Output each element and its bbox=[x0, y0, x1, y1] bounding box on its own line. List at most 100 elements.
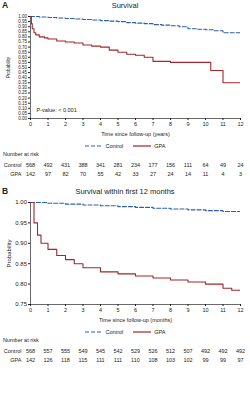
svg-text:99: 99 bbox=[220, 357, 226, 363]
svg-text:492: 492 bbox=[218, 348, 227, 354]
svg-text:10: 10 bbox=[202, 307, 208, 313]
svg-text:0.15: 0.15 bbox=[18, 101, 27, 106]
svg-text:0.70: 0.70 bbox=[18, 45, 27, 50]
svg-text:0.95: 0.95 bbox=[18, 19, 27, 24]
svg-text:55: 55 bbox=[97, 171, 103, 177]
svg-text:555: 555 bbox=[61, 348, 70, 354]
svg-text:4: 4 bbox=[221, 171, 224, 177]
svg-text:549: 549 bbox=[78, 348, 87, 354]
svg-text:0.25: 0.25 bbox=[18, 90, 27, 95]
svg-text:568: 568 bbox=[26, 348, 35, 354]
svg-text:0.65: 0.65 bbox=[18, 50, 27, 55]
svg-text:1.00: 1.00 bbox=[18, 14, 27, 19]
svg-text:12: 12 bbox=[237, 307, 243, 313]
svg-text:Time since follow-up (years): Time since follow-up (years) bbox=[101, 131, 170, 137]
svg-text:492: 492 bbox=[236, 348, 245, 354]
svg-text:70: 70 bbox=[80, 171, 86, 177]
svg-text:492: 492 bbox=[201, 348, 210, 354]
svg-text:111: 111 bbox=[96, 357, 104, 363]
svg-text:492: 492 bbox=[43, 162, 52, 168]
svg-text:0.50: 0.50 bbox=[18, 65, 27, 70]
svg-text:24: 24 bbox=[167, 171, 173, 177]
svg-text:512: 512 bbox=[166, 348, 175, 354]
svg-text:97: 97 bbox=[45, 171, 51, 177]
svg-text:1: 1 bbox=[46, 307, 49, 313]
svg-text:0.05: 0.05 bbox=[18, 111, 27, 116]
svg-text:0.45: 0.45 bbox=[18, 70, 27, 75]
svg-text:142: 142 bbox=[26, 357, 35, 363]
svg-text:9: 9 bbox=[186, 307, 189, 313]
svg-text:27: 27 bbox=[150, 171, 156, 177]
svg-text:42: 42 bbox=[115, 171, 121, 177]
svg-text:2: 2 bbox=[64, 121, 67, 127]
svg-text:557: 557 bbox=[43, 348, 52, 354]
svg-text:0.95: 0.95 bbox=[15, 220, 27, 226]
svg-text:97: 97 bbox=[237, 357, 243, 363]
svg-text:102: 102 bbox=[183, 357, 192, 363]
svg-text:0.85: 0.85 bbox=[18, 29, 27, 34]
svg-text:103: 103 bbox=[166, 357, 175, 363]
svg-text:3: 3 bbox=[81, 121, 84, 127]
svg-text:0.40: 0.40 bbox=[18, 75, 27, 80]
svg-text:281: 281 bbox=[113, 162, 122, 168]
svg-text:11: 11 bbox=[220, 307, 226, 313]
svg-text:Control: Control bbox=[4, 348, 22, 354]
svg-text:11: 11 bbox=[220, 121, 226, 127]
svg-text:0.10: 0.10 bbox=[18, 106, 27, 111]
svg-text:Probability: Probability bbox=[6, 239, 12, 267]
svg-text:4: 4 bbox=[99, 307, 102, 313]
svg-text:4: 4 bbox=[99, 121, 102, 127]
svg-text:Probability: Probability bbox=[6, 56, 11, 78]
svg-text:8: 8 bbox=[169, 307, 172, 313]
svg-text:115: 115 bbox=[79, 357, 88, 363]
svg-text:529: 529 bbox=[131, 348, 140, 354]
svg-text:0.90: 0.90 bbox=[15, 240, 27, 246]
svg-text:126: 126 bbox=[43, 357, 52, 363]
svg-text:6: 6 bbox=[134, 121, 137, 127]
svg-text:110: 110 bbox=[131, 357, 140, 363]
svg-text:6: 6 bbox=[134, 307, 137, 313]
svg-text:0.80: 0.80 bbox=[18, 34, 27, 39]
svg-text:111: 111 bbox=[184, 162, 192, 168]
svg-text:12: 12 bbox=[237, 121, 243, 127]
svg-text:118: 118 bbox=[61, 357, 70, 363]
svg-text:156: 156 bbox=[166, 162, 175, 168]
svg-text:526: 526 bbox=[148, 348, 157, 354]
svg-text:99: 99 bbox=[202, 357, 208, 363]
svg-text:142: 142 bbox=[26, 171, 35, 177]
svg-text:5: 5 bbox=[116, 121, 119, 127]
svg-text:7: 7 bbox=[151, 307, 154, 313]
svg-text:0: 0 bbox=[29, 121, 32, 127]
svg-text:11: 11 bbox=[203, 171, 209, 177]
svg-text:0.90: 0.90 bbox=[18, 24, 27, 29]
svg-text:Control: Control bbox=[4, 162, 22, 168]
svg-text:0.80: 0.80 bbox=[15, 281, 27, 287]
svg-text:111: 111 bbox=[114, 357, 122, 363]
svg-text:14: 14 bbox=[185, 171, 191, 177]
svg-text:GPA: GPA bbox=[10, 171, 22, 177]
svg-text:0.00: 0.00 bbox=[18, 116, 27, 121]
svg-text:82: 82 bbox=[62, 171, 68, 177]
svg-text:7: 7 bbox=[151, 121, 154, 127]
svg-text:0.30: 0.30 bbox=[18, 85, 27, 90]
svg-text:542: 542 bbox=[113, 348, 122, 354]
svg-text:0.85: 0.85 bbox=[15, 261, 27, 267]
svg-text:0.75: 0.75 bbox=[15, 301, 27, 307]
svg-text:Time since follow-up (months): Time since follow-up (months) bbox=[99, 317, 172, 323]
svg-text:177: 177 bbox=[148, 162, 157, 168]
svg-text:33: 33 bbox=[132, 171, 138, 177]
svg-text:GPA: GPA bbox=[10, 357, 22, 363]
svg-text:2: 2 bbox=[64, 307, 67, 313]
svg-text:0.75: 0.75 bbox=[18, 39, 27, 44]
svg-text:24: 24 bbox=[237, 162, 243, 168]
svg-text:545: 545 bbox=[96, 348, 105, 354]
svg-text:10: 10 bbox=[202, 121, 208, 127]
svg-text:3: 3 bbox=[81, 307, 84, 313]
svg-text:341: 341 bbox=[96, 162, 105, 168]
svg-text:0: 0 bbox=[29, 307, 32, 313]
svg-text:507: 507 bbox=[183, 348, 192, 354]
svg-text:0.35: 0.35 bbox=[18, 80, 27, 85]
svg-text:388: 388 bbox=[78, 162, 87, 168]
svg-text:234: 234 bbox=[131, 162, 140, 168]
svg-text:568: 568 bbox=[26, 162, 35, 168]
